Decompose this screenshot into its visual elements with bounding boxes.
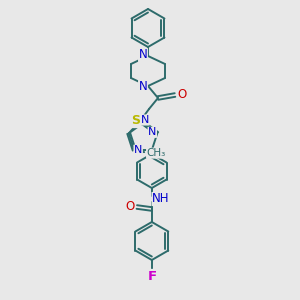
Text: O: O bbox=[125, 200, 134, 212]
Text: CH₃: CH₃ bbox=[147, 148, 166, 158]
Text: F: F bbox=[147, 269, 156, 283]
Text: N: N bbox=[139, 80, 147, 94]
Text: NH: NH bbox=[152, 193, 169, 206]
Text: N: N bbox=[148, 128, 157, 137]
Text: N: N bbox=[139, 49, 147, 62]
Text: O: O bbox=[177, 88, 187, 101]
Text: S: S bbox=[131, 115, 140, 128]
Text: N: N bbox=[134, 145, 142, 155]
Text: N: N bbox=[141, 115, 149, 125]
